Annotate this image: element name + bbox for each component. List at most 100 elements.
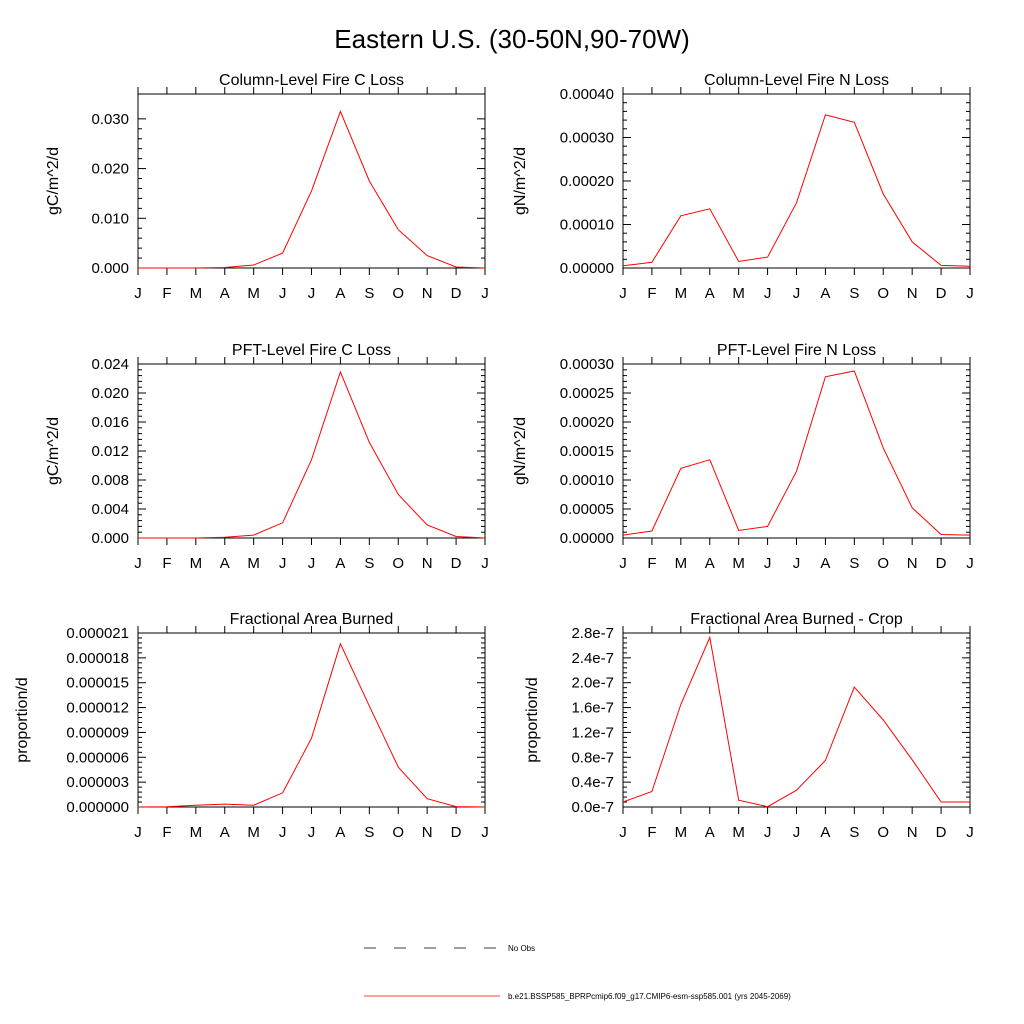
x-tick-label: N [422,824,433,841]
x-tick-label: J [793,555,801,572]
y-tick-label: 0.000018 [66,650,129,667]
x-tick-label: D [936,285,947,302]
x-tick-label: M [732,285,745,302]
x-tick-label: J [793,285,801,302]
x-tick-label: M [247,824,260,841]
x-tick-label: N [907,555,918,572]
x-tick-label: F [647,824,656,841]
y-tick-label: 0.000003 [66,774,129,791]
y-axis-label: proportion/d [14,677,31,762]
x-tick-label: M [190,555,203,572]
x-tick-label: D [936,824,947,841]
y-axis-label: gN/m^2/d [512,417,529,485]
x-tick-label: F [162,824,171,841]
y-tick-label: 0.00010 [560,472,614,489]
y-tick-label: 0.00030 [560,130,614,147]
x-tick-label: S [849,285,859,302]
panel-title: PFT-Level Fire N Loss [717,342,876,359]
x-tick-label: A [705,824,715,841]
x-tick-label: M [675,824,688,841]
x-tick-label: J [966,555,974,572]
x-tick-label: O [877,824,889,841]
x-tick-label: S [849,555,859,572]
y-tick-label: 1.2e-7 [571,724,614,741]
chart-panel-2: Column-Level Fire N Loss gN/m^2/d 0.00000 0… [512,72,974,302]
x-tick-label: A [220,824,230,841]
y-tick-label: 0.00015 [560,443,614,460]
plot-frame [137,93,486,269]
y-tick-label: 0.024 [91,356,129,373]
x-tick-label: D [936,555,947,572]
x-tick-label: M [190,824,203,841]
x-tick-label: S [364,285,374,302]
series-line [138,110,486,269]
x-tick-label: O [877,285,889,302]
legend: No Obs b.e21.BSSP585_BPRPcmip6.f09_g17.C… [364,944,791,1001]
y-tick-label: 0.000015 [66,675,129,692]
legend-obs-label: No Obs [508,944,535,953]
series-line [622,370,971,536]
x-tick-label: O [392,285,404,302]
x-tick-label: F [647,285,656,302]
y-tick-label: 0.004 [91,501,129,518]
y-axis-label: gN/m^2/d [512,147,529,215]
x-tick-label: F [162,555,171,572]
x-tick-label: S [849,824,859,841]
plot-frame [622,93,971,269]
y-tick-label: 0.000021 [66,625,129,642]
chart-panel-6: Fractional Area Burned - Crop proportion/… [524,611,974,841]
x-tick-label: A [220,555,230,572]
y-tick-label: 0.020 [91,161,129,178]
y-tick-label: 2.0e-7 [571,675,614,692]
y-tick-label: 0.00020 [560,173,614,190]
x-tick-label: J [966,285,974,302]
y-tick-label: 0.000000 [66,799,129,816]
x-tick-label: A [705,285,715,302]
x-tick-label: J [481,555,489,572]
y-tick-label: 0.000 [91,530,129,547]
series-line [622,635,970,808]
x-tick-label: O [877,555,889,572]
panel-title: Column-Level Fire N Loss [704,72,889,89]
x-tick-label: J [481,824,489,841]
legend-model-label: b.e21.BSSP585_BPRPcmip6.f09_g17.CMIP6-es… [508,992,791,1001]
y-tick-label: 1.6e-7 [571,700,614,717]
x-tick-label: J [619,285,627,302]
y-tick-label: 0.000009 [66,724,129,741]
y-tick-label: 0.030 [91,111,129,128]
series-line [137,642,486,808]
x-tick-label: A [705,555,715,572]
y-tick-label: 0.000012 [66,700,129,717]
x-tick-label: A [335,555,345,572]
x-tick-label: M [190,285,203,302]
x-tick-label: J [619,824,627,841]
x-tick-label: O [392,555,404,572]
x-tick-label: A [220,285,230,302]
x-tick-label: S [364,824,374,841]
x-tick-label: J [619,555,627,572]
y-tick-label: 0.00000 [560,260,614,277]
panel-title: Column-Level Fire C Loss [219,72,404,89]
x-tick-label: N [422,555,433,572]
x-tick-label: O [392,824,404,841]
x-tick-label: F [162,285,171,302]
x-tick-label: J [481,285,489,302]
x-tick-label: F [647,555,656,572]
y-tick-label: 0.0e-7 [571,799,614,816]
x-tick-label: J [764,824,772,841]
x-tick-label: M [675,285,688,302]
x-tick-label: J [279,824,287,841]
x-tick-label: A [820,285,830,302]
chart-panel-4: PFT-Level Fire N Loss gN/m^2/d 0.00000 0.00… [512,342,974,572]
chart-panel-5: Fractional Area Burned proportion/d 0.0000… [14,611,489,841]
y-tick-label: 0.000 [91,260,129,277]
chart-panel-1: Column-Level Fire C Loss gC/m^2/d 0.000 0.0… [45,72,489,302]
x-tick-label: J [279,555,287,572]
x-tick-label: J [134,285,142,302]
y-tick-label: 0.00000 [560,530,614,547]
x-tick-label: J [134,555,142,572]
x-tick-label: J [308,555,316,572]
x-tick-label: N [907,824,918,841]
y-tick-label: 0.016 [91,414,129,431]
